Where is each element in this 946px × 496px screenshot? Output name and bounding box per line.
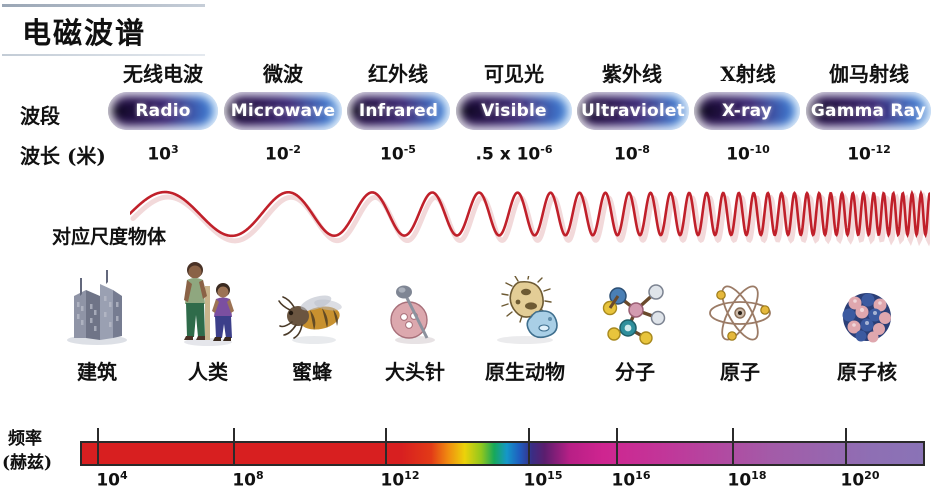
band-pill-microwave[interactable]: Microwave xyxy=(224,92,342,130)
frequency-tick-4 xyxy=(97,428,99,466)
band-header-visible: 可见光 xyxy=(484,62,544,86)
band-pill-label: Microwave xyxy=(230,101,336,121)
wavelength-value-x-ray: 10-10 xyxy=(726,143,770,165)
atom-icon xyxy=(704,280,776,350)
band-header-microwave: 微波 xyxy=(263,62,303,86)
wavelength-value-infrared: 10-5 xyxy=(380,143,416,165)
wavelength-value-microwave: 10-2 xyxy=(265,143,301,165)
band-header-x-ray: X射线 xyxy=(720,62,776,86)
object-label-people: 人类 xyxy=(188,360,228,384)
row-label-frequency-line1: 频率 xyxy=(8,429,42,449)
band-pill-label: Visible xyxy=(481,101,547,121)
wavelength-value-visible: .5 x 10-6 xyxy=(475,143,553,165)
wave-svg xyxy=(128,189,936,247)
object-label-pin: 大头针 xyxy=(385,360,445,384)
frequency-tick-label-16: 1016 xyxy=(611,469,651,491)
frequency-tick-15 xyxy=(528,428,530,466)
nucleus-icon xyxy=(837,288,897,350)
object-label-molecule: 分子 xyxy=(615,360,655,384)
object-label-buildings: 建筑 xyxy=(77,360,117,384)
frequency-tick-18 xyxy=(732,428,734,466)
band-pill-label: X-ray xyxy=(721,101,773,121)
protozoa-icon xyxy=(482,273,568,350)
frequency-tick-label-8: 108 xyxy=(232,469,264,491)
band-header-gamma-ray: 伽马射线 xyxy=(829,62,909,86)
frequency-bar xyxy=(80,441,925,466)
page-title: 电磁波谱 xyxy=(22,16,147,50)
electromagnetic-wave xyxy=(128,178,936,250)
row-label-objects: 对应尺度物体 xyxy=(52,226,167,248)
object-label-atom: 原子 xyxy=(720,360,760,384)
frequency-tick-20 xyxy=(845,428,847,466)
wavelength-value-ultraviolet: 10-8 xyxy=(614,143,650,165)
pin-icon xyxy=(383,280,447,350)
frequency-tick-16 xyxy=(616,428,618,466)
frequency-tick-label-4: 104 xyxy=(96,469,128,491)
buildings-icon xyxy=(60,266,134,350)
frequency-tick-label-20: 1020 xyxy=(840,469,880,491)
frequency-tick-label-15: 1015 xyxy=(523,469,563,491)
band-header-ultraviolet: 紫外线 xyxy=(602,62,662,86)
band-pill-infrared[interactable]: Infrared xyxy=(347,92,450,130)
band-pill-label: Radio xyxy=(135,101,191,121)
frequency-tick-12 xyxy=(385,428,387,466)
band-pill-radio[interactable]: Radio xyxy=(108,92,218,130)
band-pill-label: Gamma Ray xyxy=(810,101,927,121)
band-pill-x-ray[interactable]: X-ray xyxy=(694,92,800,130)
band-pill-label: Infrared xyxy=(358,101,439,121)
row-label-band: 波段 xyxy=(20,104,60,128)
bee-icon xyxy=(276,292,348,350)
row-label-frequency-line2: (赫兹) xyxy=(2,453,53,473)
band-pill-ultraviolet[interactable]: Ultraviolet xyxy=(577,92,689,130)
frequency-tick-label-12: 1012 xyxy=(380,469,420,491)
row-label-wavelength: 波长 (米) xyxy=(20,144,106,168)
object-label-nucleus: 原子核 xyxy=(837,360,897,384)
people-icon xyxy=(175,258,241,350)
wavelength-value-radio: 103 xyxy=(147,143,179,165)
title-rule-top xyxy=(2,4,205,7)
band-pill-gamma-ray[interactable]: Gamma Ray xyxy=(806,92,931,130)
wavelength-value-gamma-ray: 10-12 xyxy=(847,143,891,165)
object-label-protozoa: 原生动物 xyxy=(485,360,565,384)
title-rule-bottom xyxy=(2,54,205,56)
title-block: 电磁波谱 xyxy=(0,4,205,56)
band-pill-label: Ultraviolet xyxy=(581,101,685,121)
band-pill-visible[interactable]: Visible xyxy=(456,92,572,130)
frequency-tick-label-18: 1018 xyxy=(727,469,767,491)
band-header-infrared: 红外线 xyxy=(368,62,428,86)
band-header-radio: 无线电波 xyxy=(123,62,203,86)
frequency-tick-8 xyxy=(233,428,235,466)
objects-row xyxy=(0,258,946,350)
object-label-bee: 蜜蜂 xyxy=(292,360,332,384)
molecule-icon xyxy=(598,278,672,350)
